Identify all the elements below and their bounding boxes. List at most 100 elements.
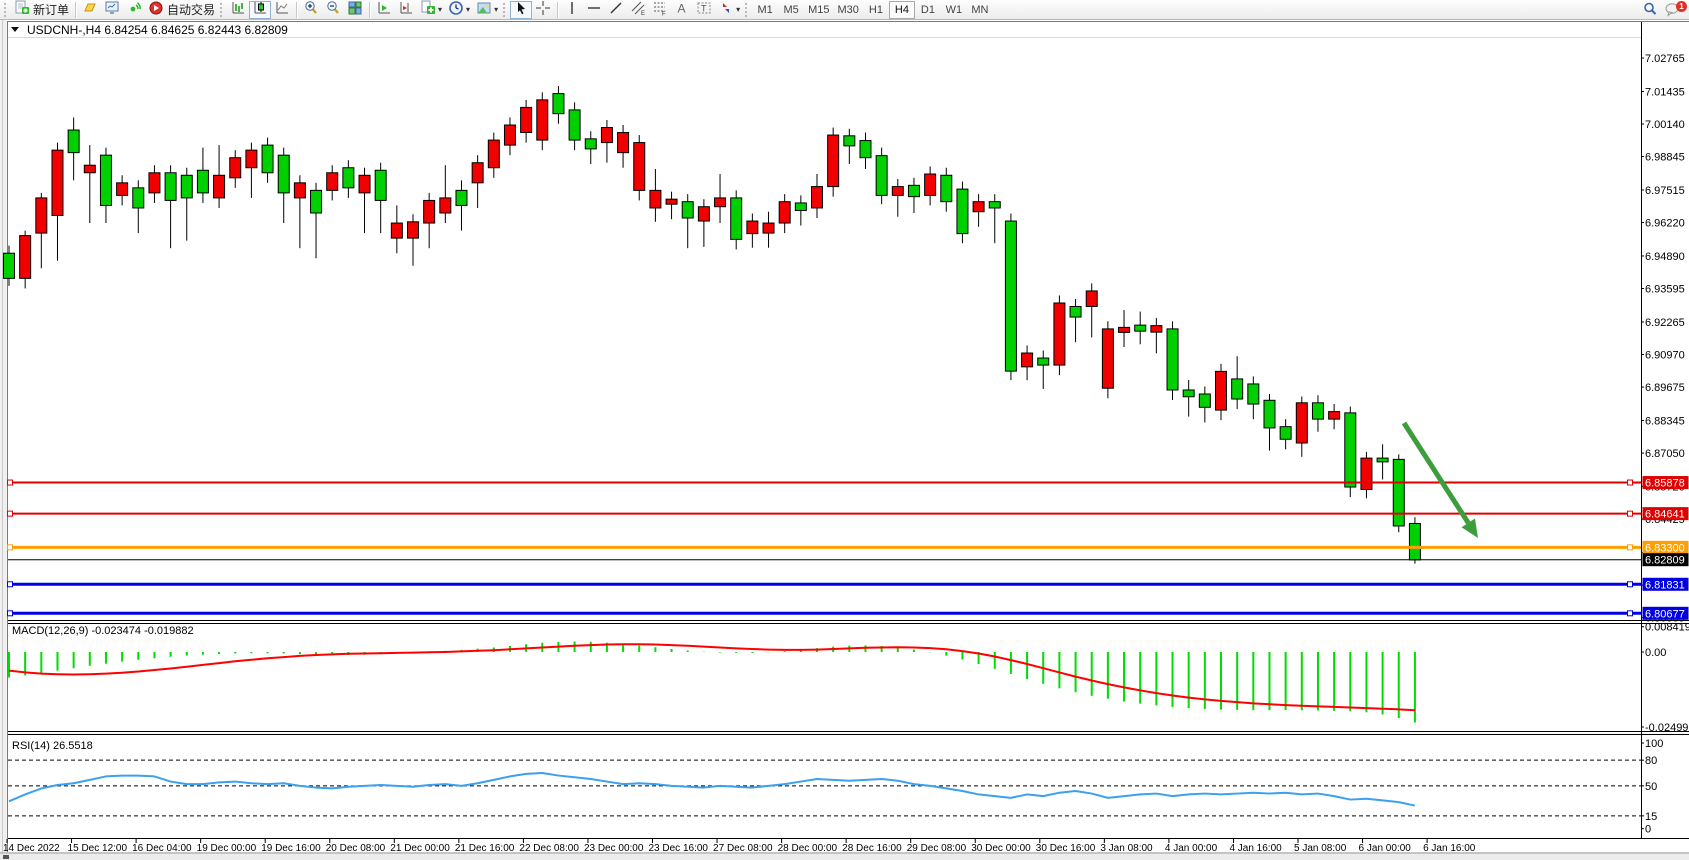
text-label-button[interactable]: T [693, 1, 715, 19]
tile-windows-icon [347, 0, 363, 19]
chart-shift-button[interactable] [395, 1, 417, 19]
horizontal-line-button[interactable] [583, 1, 605, 19]
hline-handle[interactable] [7, 510, 13, 517]
candle-body [1085, 290, 1098, 308]
rsi-line [8, 771, 1416, 807]
timeframe-h4-button[interactable]: H4 [888, 0, 915, 19]
candle-body [1247, 383, 1260, 405]
signal-button[interactable] [123, 1, 145, 19]
price-label-box [1642, 606, 1689, 620]
zoom-in-button[interactable] [300, 1, 322, 19]
candle-body [326, 172, 339, 191]
template-button[interactable]: ▾ [473, 1, 501, 19]
candle-body [956, 188, 969, 235]
auto-scroll-button[interactable] [373, 1, 395, 19]
vertical-line-button[interactable] [561, 1, 583, 19]
time-label: 21 Dec 16:00 [455, 843, 515, 854]
hline-handle[interactable] [1627, 581, 1633, 588]
hline-handle[interactable] [7, 544, 13, 551]
timeframe-m5-button[interactable]: M5 [783, 3, 799, 16]
candle-body [390, 222, 403, 239]
price-label-6.80677: 6.80677 [1645, 608, 1685, 620]
macd-label: MACD(12,26,9) -0.023474 -0.019882 [12, 625, 194, 637]
rsi-axis-tick: 15 [1645, 811, 1657, 823]
rsi-pane[interactable] [8, 735, 1641, 838]
candle-body [1311, 402, 1324, 420]
hline-handle[interactable] [1627, 510, 1633, 517]
chat-button[interactable]: 1 [1661, 1, 1687, 19]
candle-body [617, 132, 630, 154]
hline-handle[interactable] [7, 610, 13, 617]
candle-body [907, 184, 920, 198]
arrows-button[interactable]: ▾ [715, 1, 743, 19]
timeframe-m15-button[interactable]: M15 [808, 3, 830, 16]
line-chart-type-button[interactable] [271, 1, 293, 19]
hline-handle[interactable] [1627, 479, 1633, 486]
price-tick: 6.96220 [1645, 218, 1685, 230]
bar-chart-type-icon [230, 0, 246, 19]
tile-windows-button[interactable] [344, 1, 366, 19]
zoom-out-button[interactable] [322, 1, 344, 19]
market-watch-button[interactable] [101, 1, 123, 19]
macd-axis-tick: -0.024992 [1645, 722, 1689, 734]
new-chart-button[interactable]: ▾ [417, 0, 445, 19]
timeframe-m30-button[interactable]: M30 [837, 3, 859, 16]
time-scale[interactable]: 14 Dec 2022 15 Dec 12:00 16 Dec 04:00 19 De… [3, 839, 1476, 854]
separator [296, 1, 298, 18]
status-strip [0, 853, 1689, 860]
candle-body [697, 206, 710, 222]
hline-handle[interactable] [1627, 544, 1633, 551]
price-scale-area[interactable] [1642, 20, 1689, 852]
candle-body [875, 155, 888, 196]
hline-handle[interactable] [1627, 610, 1633, 617]
crosshair-icon [535, 0, 551, 19]
price-label-box [1642, 476, 1689, 490]
trendline-button[interactable] [605, 1, 627, 19]
symbol-dropdown-icon[interactable] [11, 27, 19, 32]
autotrade-button[interactable]: 自动交易 [145, 1, 218, 19]
scroll-notch[interactable] [3, 855, 9, 859]
text-button[interactable]: A [671, 1, 693, 19]
period-clock-button[interactable]: ▾ [445, 1, 473, 19]
candle-body [310, 189, 323, 214]
bar-chart-type-button[interactable] [227, 1, 249, 19]
crosshair-button[interactable] [532, 1, 554, 19]
fibonacci-button[interactable]: F [649, 1, 671, 19]
price-label-box [1642, 577, 1689, 591]
channel-button[interactable]: E [627, 1, 649, 19]
timeframe-d1-button[interactable]: D1 [920, 3, 935, 16]
rsi-label: RSI(14) 26.5518 [12, 740, 93, 752]
svg-text:E: E [641, 11, 645, 16]
candle-chart-type-button[interactable] [249, 0, 272, 19]
cursor-button[interactable] [510, 0, 533, 19]
signal-icon [126, 0, 142, 19]
market-watch-icon [104, 0, 120, 19]
timeframe-h1-button[interactable]: H1 [868, 3, 883, 16]
autotrade-label: 自动交易 [167, 3, 216, 17]
separator [75, 1, 77, 18]
time-label: 15 Dec 12:00 [68, 843, 128, 854]
price-label-6.81831: 6.81831 [1645, 579, 1685, 591]
time-label: 4 Jan 00:00 [1165, 843, 1218, 854]
search-button[interactable] [1639, 1, 1661, 19]
toolbar-grip[interactable] [503, 2, 506, 17]
time-label: 3 Jan 08:00 [1100, 843, 1153, 854]
timeframe-w1-button[interactable]: W1 [945, 3, 963, 16]
time-label: 21 Dec 00:00 [390, 843, 450, 854]
toolbar-grip[interactable] [4, 2, 7, 17]
price-label-6.85878: 6.85878 [1645, 478, 1685, 490]
timeframe-m1-button[interactable]: M1 [757, 3, 773, 16]
main-chart-pane[interactable] [8, 38, 1641, 619]
trend-arrow-head[interactable] [1461, 518, 1478, 538]
new-order-button[interactable]: 新订单 [11, 0, 72, 19]
profile-button[interactable] [79, 1, 101, 19]
price-label-6.82809: 6.82809 [1645, 555, 1685, 567]
trend-arrow-shaft[interactable] [1401, 421, 1471, 525]
trendline-icon [608, 0, 624, 19]
timeframe-mn-button[interactable]: MN [971, 3, 989, 16]
macd-pane[interactable] [8, 623, 1641, 731]
toolbar-grip[interactable] [745, 2, 748, 17]
hline-handle[interactable] [7, 581, 13, 588]
toolbar-grip[interactable] [220, 2, 223, 17]
hline-handle[interactable] [7, 479, 13, 486]
